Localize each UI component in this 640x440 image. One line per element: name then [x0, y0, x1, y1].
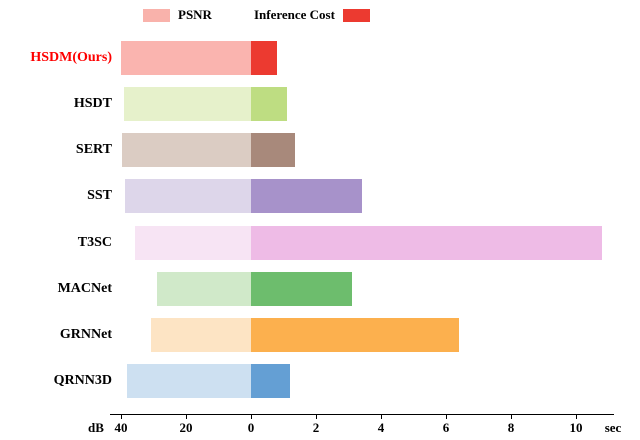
x-tick-label: 6 [442, 420, 450, 435]
axis-unit-label: dB [88, 420, 104, 435]
x-tick-label: 2 [312, 420, 320, 435]
cost-bar [251, 225, 602, 260]
legend-swatch-psnr [143, 8, 170, 22]
method-label-sert: SERT [75, 142, 112, 158]
method-label-hsdm-ours-: HSDM(Ours) [30, 50, 112, 65]
cost-bar [251, 41, 277, 75]
cost-bar [251, 317, 459, 352]
legend-swatch-inference-cost [342, 8, 370, 22]
psnr-bar [126, 363, 251, 398]
legend-label-inference-cost: Inference Cost [253, 7, 335, 22]
x-tick [251, 415, 252, 419]
method-label-t3sc: T3SC [77, 234, 112, 250]
x-tick [446, 415, 447, 419]
psnr-bar [150, 317, 251, 352]
cost-bar [251, 363, 290, 398]
cost-bar [251, 179, 362, 214]
x-tick [121, 415, 122, 419]
psnr-bar [121, 41, 251, 75]
x-tick [576, 415, 577, 419]
method-label-hsdt: HSDT [73, 96, 112, 112]
x-tick [511, 415, 512, 419]
x-tick-label: 10 [569, 420, 583, 435]
legend-label-psnr: PSNR [178, 7, 212, 22]
cost-bar [251, 271, 352, 306]
axis-unit-label: sec [604, 420, 622, 435]
x-tick-label: 40 [114, 420, 128, 435]
method-label-macnet: MACNet [57, 280, 112, 296]
x-axis-line [110, 414, 614, 415]
psnr-bar [134, 225, 251, 260]
x-tick [381, 415, 382, 419]
cost-bar [251, 133, 295, 168]
x-tick-label: 20 [179, 420, 193, 435]
x-tick-label: 0 [247, 420, 255, 435]
method-label-sst: SST [87, 188, 112, 204]
cost-bar [251, 87, 287, 122]
x-tick [316, 415, 317, 419]
x-tick [186, 415, 187, 419]
legend: PSNR Inference Cost [143, 7, 370, 23]
psnr-bar [124, 179, 251, 214]
psnr-bar [157, 271, 251, 306]
method-label-qrnn3d: QRNN3D [53, 372, 112, 388]
x-tick-label: 4 [377, 420, 385, 435]
method-label-grnnet: GRNNet [59, 326, 112, 342]
x-tick-label: 8 [507, 420, 515, 435]
psnr-bar [122, 133, 251, 168]
psnr-bar [123, 87, 251, 122]
